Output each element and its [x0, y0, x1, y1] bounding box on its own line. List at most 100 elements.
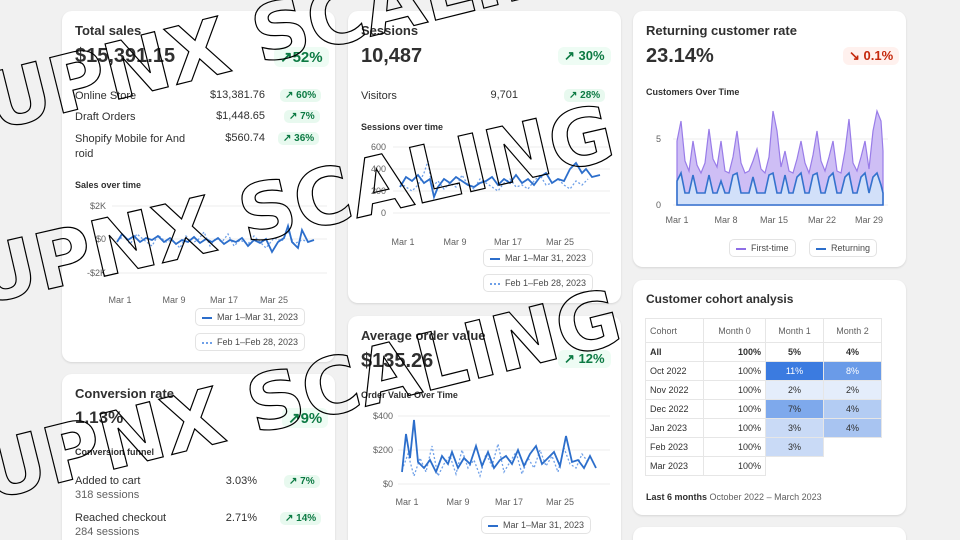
sales-over-time-chart: $2K $0 -$2K Mar 1 Mar 9 Mar 17 Mar 25 — [87, 201, 327, 305]
line-swatch-icon — [488, 524, 498, 527]
sales-channel-draft-orders-label: Draft Orders — [75, 111, 136, 123]
customers-x-tick-3: Mar 15 — [760, 215, 788, 225]
cohort-cell-month-1: 7% — [765, 399, 824, 419]
aov-x-tick-1: Mar 1 — [395, 497, 418, 507]
sessions-previous-series — [399, 160, 589, 192]
cohort-row-nov-2022: Nov 2022 100% 2% 2% — [645, 380, 882, 400]
cohort-row-all: All 100% 5% 4% — [645, 342, 882, 362]
total-sales-value: $15,391.15 — [75, 45, 176, 67]
dotted-line-swatch-icon — [490, 282, 500, 285]
returning-customers-area — [676, 170, 884, 206]
returning-swatch-icon — [816, 247, 826, 250]
cohort-cell-month-2: 4% — [823, 418, 882, 438]
cohort-cell-month-2: 4% — [823, 399, 882, 419]
line-swatch-icon — [490, 257, 500, 260]
additional-card-partial — [633, 527, 906, 540]
cohort-cell-label: Mar 2023 — [645, 456, 704, 476]
sessions-y-tick-400: 400 — [371, 164, 386, 174]
aov-y-tick-200: $200 — [373, 445, 393, 455]
sales-x-tick-1: Mar 1 — [108, 295, 131, 305]
sessions-value: 10,487 — [361, 45, 423, 67]
funnel-added-to-cart-change: ↗ 7% — [284, 475, 320, 488]
sessions-current-series — [399, 161, 601, 201]
total-sales-title: Total sales — [75, 23, 142, 38]
conversion-rate-value: 1.13% — [75, 408, 124, 427]
cohort-row-oct-2022: Oct 2022 100% 11% 8% — [645, 361, 882, 381]
aov-y-tick-0: $0 — [383, 479, 393, 489]
sessions-x-tick-4: Mar 25 — [546, 237, 574, 247]
cohort-row-mar-2023: Mar 2023 100% — [645, 456, 882, 476]
sales-channel-online-store-label: Online Store — [75, 90, 137, 102]
sales-x-tick-4: Mar 25 — [260, 295, 288, 305]
customers-over-time-title: Customers Over Time — [646, 87, 740, 97]
cohort-header-month-0: Month 0 — [703, 318, 766, 343]
funnel-added-to-cart-label: Added to cart — [75, 475, 141, 487]
legend-returning[interactable]: Returning — [809, 239, 878, 257]
sales-x-tick-2: Mar 9 — [162, 295, 185, 305]
sessions-over-time-chart: 600 400 200 0 Mar 1 Mar 9 Mar 17 Mar 25 — [371, 142, 610, 247]
legend-first-time[interactable]: First-time — [729, 239, 796, 257]
sessions-over-time-title: Sessions over time — [361, 122, 444, 132]
sales-channel-online-store-change: ↗ 60% — [280, 89, 322, 102]
sessions-legend-previous[interactable]: Feb 1–Feb 28, 2023 — [483, 274, 594, 292]
sales-previous-series — [116, 229, 311, 250]
cohort-header-month-2: Month 2 — [823, 318, 882, 343]
cohort-cell-label: Dec 2022 — [645, 399, 704, 419]
average-order-value-card[interactable]: Average order value $135.26 ↗ 12% Order … — [348, 316, 621, 540]
cohort-header-row: Cohort Month 0 Month 1 Month 2 — [645, 318, 882, 343]
sessions-visitors-label: Visitors — [361, 90, 397, 102]
cohort-cell-month-0: 100% — [703, 456, 766, 476]
sales-current-series — [116, 222, 315, 254]
aov-change-badge: ↗ 12% — [558, 350, 611, 368]
customers-over-time-chart: 5 0 Mar 1 Mar 8 Mar 15 Mar 22 Mar 29 — [656, 108, 888, 225]
cohort-cell-label: Nov 2022 — [645, 380, 704, 400]
customers-x-tick-4: Mar 22 — [808, 215, 836, 225]
cohort-cell-month-1: 3% — [765, 418, 824, 438]
sales-channel-draft-orders-change: ↗ 7% — [284, 110, 320, 123]
sales-over-time-title: Sales over time — [75, 180, 142, 190]
funnel-reached-checkout-rate: 2.71% — [225, 512, 257, 524]
first-time-swatch-icon — [736, 247, 746, 250]
cohort-cell-month-2: 2% — [823, 380, 882, 400]
sessions-card[interactable]: Sessions 10,487 ↗ 30% Visitors 9,701 ↗ 2… — [348, 11, 621, 303]
sales-y-tick-bottom: -$2K — [87, 268, 106, 278]
funnel-reached-checkout-label: Reached checkout — [75, 512, 167, 524]
sessions-y-tick-200: 200 — [371, 186, 386, 196]
customer-cohort-card[interactable]: Customer cohort analysis Cohort Month 0 … — [633, 280, 906, 515]
sessions-title: Sessions — [361, 23, 419, 38]
conversion-rate-card[interactable]: Conversion rate 1.13% ↗9% Conversion fun… — [62, 374, 335, 540]
aov-legend-current[interactable]: Mar 1–Mar 31, 2023 — [481, 516, 592, 534]
cohort-cell-label: Oct 2022 — [645, 361, 704, 381]
order-value-over-time-title: Order Value Over Time — [361, 390, 458, 400]
cohort-cell-month-2: 8% — [823, 361, 882, 381]
order-value-over-time-chart: $400 $200 $0 Mar 1 Mar 9 Mar 17 Mar 25 — [373, 411, 610, 507]
cohort-row-jan-2023: Jan 2023 100% 3% 4% — [645, 418, 882, 438]
customers-y-tick-0: 0 — [656, 200, 661, 210]
total-sales-card[interactable]: Total sales $15,391.15 ↗52% Online Store… — [62, 11, 335, 362]
total-sales-change-badge: ↗52% — [274, 47, 329, 67]
dotted-line-swatch-icon — [202, 341, 212, 344]
cohort-cell-month-0: 100% — [703, 342, 766, 362]
cohort-cell-month-1: 3% — [765, 437, 824, 457]
cohort-cell-label: All — [645, 342, 704, 362]
returning-customer-rate-card[interactable]: Returning customer rate 23.14% ↘ 0.1% Cu… — [633, 11, 906, 267]
returning-rate-value: 23.14% — [646, 45, 714, 67]
aov-current-series — [401, 419, 597, 475]
sales-legend-current[interactable]: Mar 1–Mar 31, 2023 — [195, 308, 306, 326]
sessions-legend-current[interactable]: Mar 1–Mar 31, 2023 — [483, 249, 594, 267]
cohort-footer-period: Last 6 months — [646, 492, 708, 502]
sales-legend-previous[interactable]: Feb 1–Feb 28, 2023 — [195, 333, 306, 351]
cohort-cell-month-1: 2% — [765, 380, 824, 400]
customers-x-tick-2: Mar 8 — [714, 215, 737, 225]
cohort-header-cohort: Cohort — [645, 318, 704, 343]
returning-rate-change-badge: ↘ 0.1% — [843, 47, 900, 65]
sales-channel-draft-orders-value: $1,448.65 — [216, 110, 265, 122]
cohort-row-feb-2023: Feb 2023 100% 3% — [645, 437, 882, 457]
cohort-header-month-1: Month 1 — [765, 318, 824, 343]
funnel-reached-checkout-sessions: 284 sessions — [75, 526, 140, 538]
cohort-cell-month-0: 100% — [703, 399, 766, 419]
sales-y-tick-top: $2K — [90, 201, 106, 211]
aov-value: $135.26 — [361, 350, 434, 372]
line-swatch-icon — [202, 316, 212, 319]
cohort-row-dec-2022: Dec 2022 100% 7% 4% — [645, 399, 882, 419]
